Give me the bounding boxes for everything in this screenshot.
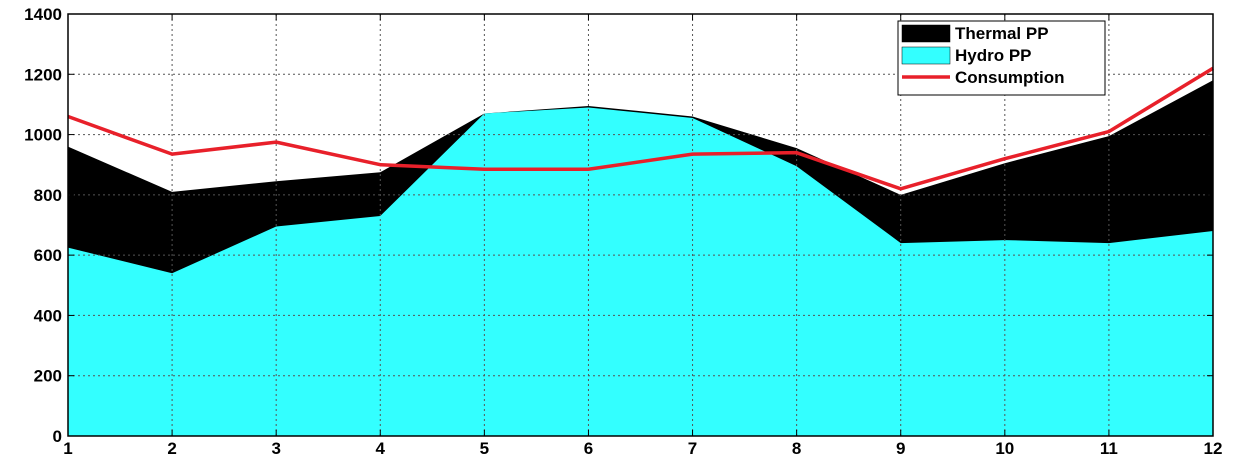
x-tick-label: 10: [995, 439, 1014, 458]
legend-label-hydro-pp: Hydro PP: [955, 46, 1032, 65]
y-tick-label: 400: [34, 306, 62, 325]
area-hydro-pp: [68, 107, 1213, 436]
series-layer: [68, 80, 1213, 436]
x-tick-label: 7: [688, 439, 697, 458]
legend-label-consumption: Consumption: [955, 68, 1065, 87]
y-tick-label: 600: [34, 246, 62, 265]
legend: Thermal PP Hydro PP Consumption: [897, 20, 1106, 96]
x-tick-label: 4: [376, 439, 386, 458]
legend-swatch-hydro-pp: [901, 46, 951, 65]
x-tick-label: 1: [63, 439, 72, 458]
x-tick-label: 12: [1204, 439, 1223, 458]
y-tick-label: 1400: [24, 5, 62, 24]
y-tick-label: 0: [53, 427, 62, 446]
legend-swatch-thermal-pp: [901, 24, 951, 43]
x-tick-label: 6: [584, 439, 593, 458]
y-tick-label: 1200: [24, 65, 62, 84]
x-tick-label: 11: [1100, 439, 1118, 458]
legend-label-thermal-pp: Thermal PP: [955, 24, 1049, 43]
grid: [68, 14, 1213, 436]
x-tick-label: 5: [480, 439, 489, 458]
axes-box: [67, 13, 1214, 437]
axes: [67, 13, 1214, 437]
x-tick-label: 3: [271, 439, 280, 458]
x-tick-label: 8: [792, 439, 801, 458]
y-tick-label: 1000: [24, 126, 62, 145]
x-tick-label: 2: [167, 439, 176, 458]
y-tick-label: 800: [34, 186, 62, 205]
y-tick-label: 200: [34, 367, 62, 386]
line-layer: [67, 66, 1214, 191]
x-tick-label: 9: [896, 439, 905, 458]
line-consumption: [67, 66, 1214, 191]
